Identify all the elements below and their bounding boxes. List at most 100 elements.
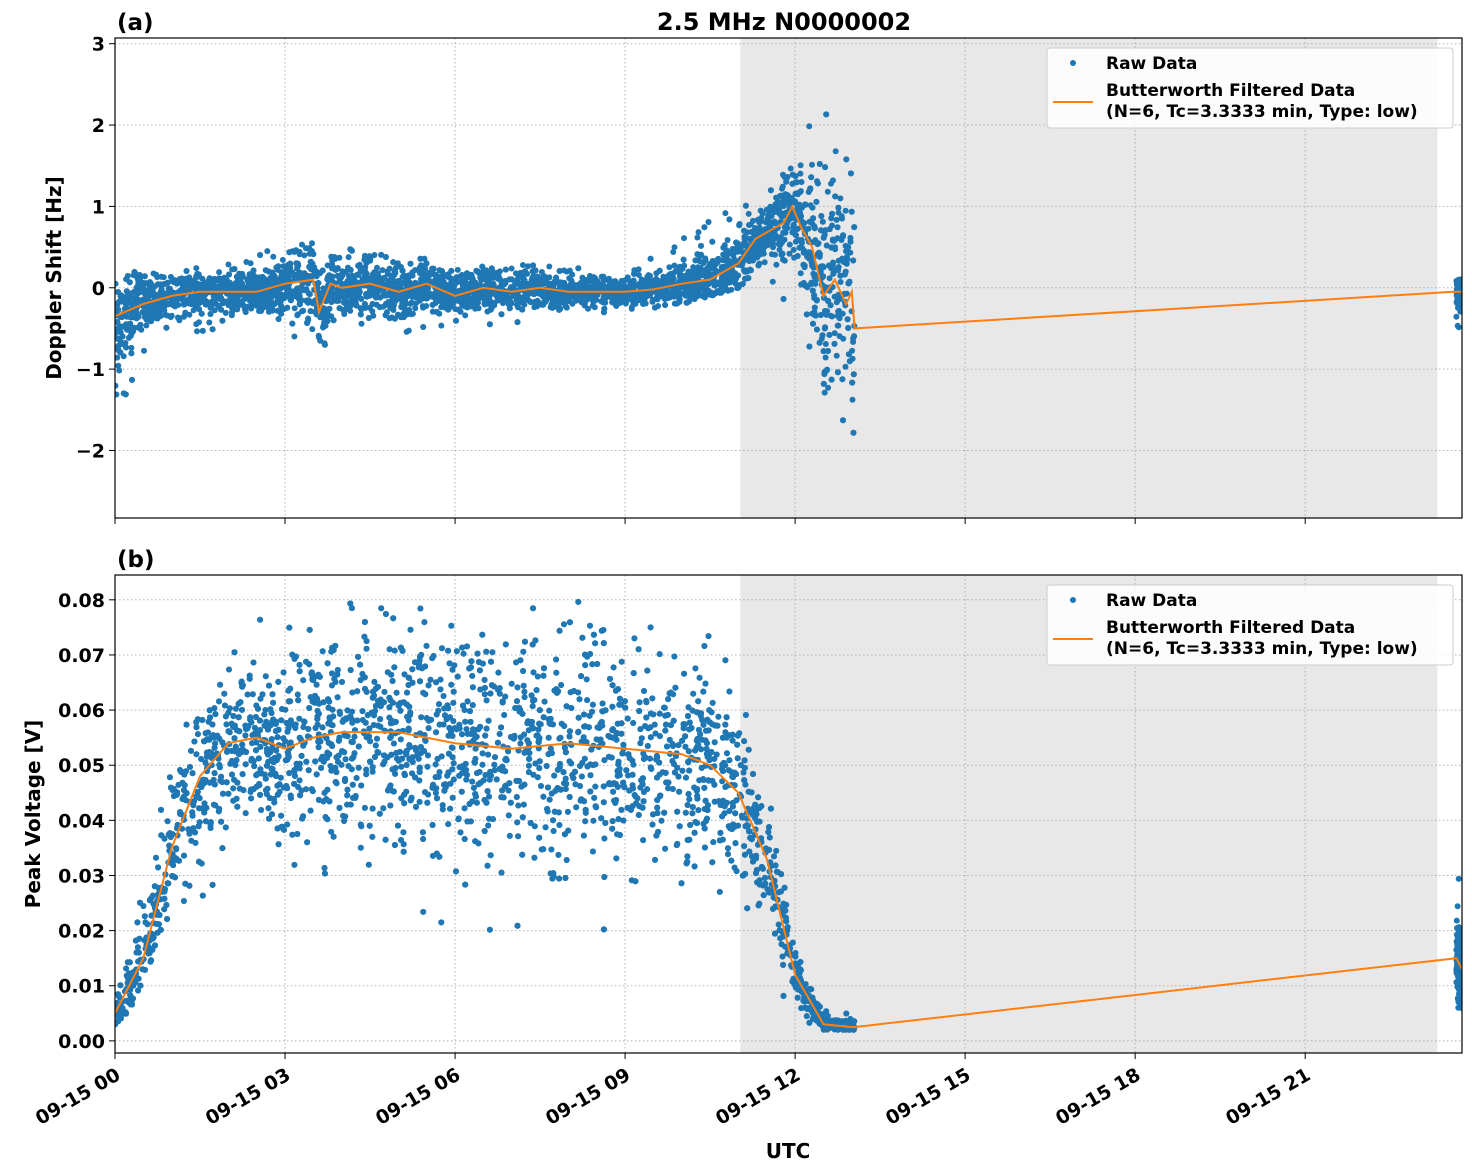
- raw-data-point: [115, 319, 121, 325]
- raw-data-point: [467, 303, 474, 310]
- raw-data-point: [825, 298, 832, 304]
- raw-data-point: [115, 382, 119, 389]
- raw-data-point: [740, 241, 747, 248]
- raw-data-point: [353, 294, 360, 301]
- raw-data-point: [457, 308, 464, 315]
- raw-data-point: [691, 285, 698, 292]
- raw-data-point: [391, 267, 398, 274]
- raw-data-point: [149, 283, 156, 290]
- raw-data-point: [670, 249, 677, 255]
- raw-data-point: [128, 330, 135, 337]
- raw-data-point: [831, 330, 838, 337]
- raw-data-point: [403, 291, 410, 298]
- raw-data-point: [403, 279, 410, 286]
- raw-data-point: [124, 273, 131, 279]
- raw-data-point: [797, 270, 804, 277]
- raw-data-point: [335, 290, 342, 297]
- raw-data-point: [280, 293, 287, 300]
- raw-data-point: [741, 267, 748, 274]
- raw-data-point: [299, 241, 305, 248]
- raw-data-point: [519, 262, 526, 268]
- raw-data-point: [811, 274, 818, 280]
- raw-data-point: [370, 276, 377, 283]
- raw-data-point: [354, 279, 361, 286]
- raw-data-point: [345, 254, 352, 261]
- raw-data-point: [382, 312, 389, 319]
- raw-data-point: [182, 280, 189, 286]
- raw-data-point: [689, 291, 696, 298]
- raw-data-point: [116, 367, 123, 374]
- raw-data-point: [342, 296, 349, 303]
- raw-data-point: [303, 297, 309, 304]
- raw-data-point: [429, 301, 436, 308]
- raw-data-point: [155, 281, 162, 288]
- raw-data-point: [454, 266, 461, 273]
- raw-data-point: [695, 270, 702, 277]
- raw-data-point: [684, 290, 691, 297]
- raw-data-point: [589, 284, 595, 291]
- raw-data-point: [640, 300, 647, 307]
- raw-data-point: [219, 317, 226, 324]
- raw-data-point: [612, 281, 619, 288]
- raw-data-point: [209, 326, 216, 333]
- raw-data-point: [363, 270, 370, 277]
- raw-data-point: [141, 290, 148, 297]
- raw-data-point: [614, 291, 621, 298]
- raw-data-point: [701, 294, 708, 301]
- raw-data-point: [313, 273, 320, 280]
- raw-data-point: [754, 254, 761, 261]
- raw-data-point: [797, 162, 804, 169]
- raw-data-point: [810, 215, 817, 222]
- raw-data-point: [513, 270, 520, 277]
- raw-data-point: [262, 267, 269, 274]
- raw-data-point: [802, 201, 809, 208]
- raw-data-point: [662, 302, 669, 308]
- raw-data-point: [582, 278, 589, 285]
- raw-data-point: [262, 277, 269, 284]
- raw-data-point: [516, 281, 523, 288]
- raw-data-point: [225, 261, 232, 268]
- raw-data-point: [767, 187, 774, 194]
- raw-data-point: [563, 294, 570, 301]
- raw-data-point: [176, 315, 182, 321]
- raw-data-point: [792, 232, 799, 239]
- raw-data-point: [709, 292, 716, 299]
- raw-data-point: [155, 291, 162, 298]
- raw-data-point: [247, 282, 254, 289]
- raw-data-point: [135, 289, 142, 296]
- raw-data-point: [781, 173, 788, 180]
- raw-data-point: [193, 281, 200, 288]
- raw-data-point: [263, 300, 269, 307]
- raw-data-point: [349, 272, 356, 279]
- raw-data-point: [408, 299, 415, 306]
- raw-data-point: [847, 170, 854, 177]
- raw-data-point: [801, 220, 808, 227]
- raw-data-point: [786, 241, 793, 248]
- raw-data-point: [844, 316, 851, 323]
- raw-data-point: [701, 224, 708, 231]
- raw-data-point: [600, 309, 607, 316]
- raw-data-point: [584, 282, 591, 289]
- raw-data-point: [760, 247, 767, 254]
- raw-data-point: [215, 303, 222, 310]
- raw-data-point: [270, 271, 277, 278]
- raw-data-point: [141, 273, 148, 280]
- raw-data-point: [832, 193, 839, 200]
- raw-data-point: [485, 300, 492, 307]
- raw-data-point: [496, 276, 503, 283]
- raw-data-point: [759, 210, 766, 217]
- raw-data-point: [783, 178, 790, 185]
- raw-data-point: [652, 304, 658, 311]
- raw-data-point: [442, 298, 449, 305]
- raw-data-point: [582, 297, 589, 304]
- raw-data-point: [684, 299, 691, 306]
- raw-data-point: [782, 191, 789, 198]
- raw-data-point: [571, 292, 578, 299]
- raw-data-point: [429, 308, 436, 315]
- raw-data-point: [851, 224, 858, 231]
- raw-data-point: [416, 292, 423, 299]
- raw-data-point: [826, 226, 833, 233]
- raw-data-point: [794, 253, 801, 259]
- raw-data-point: [685, 268, 692, 275]
- raw-data-point: [475, 305, 482, 312]
